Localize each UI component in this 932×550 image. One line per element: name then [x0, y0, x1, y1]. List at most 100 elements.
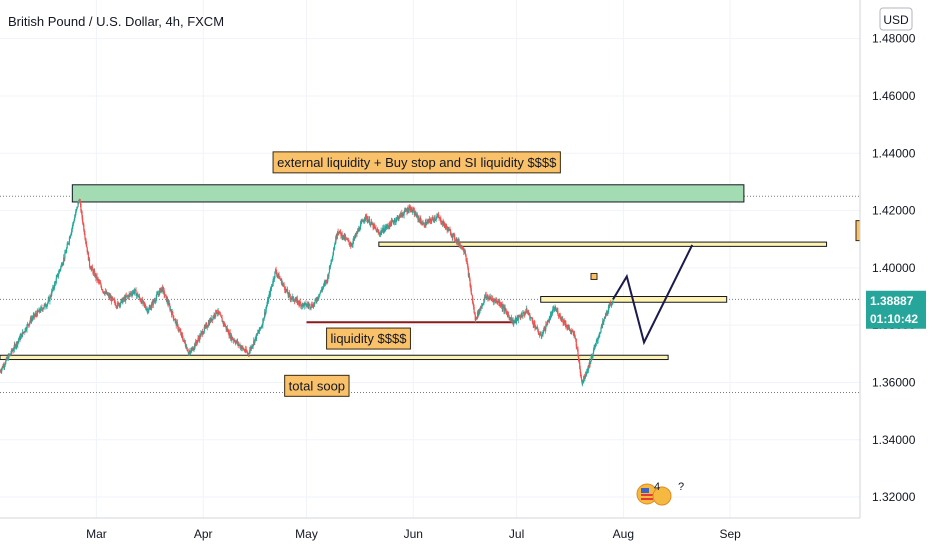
candle-body	[44, 303, 46, 307]
time-axis[interactable]	[0, 518, 860, 550]
currency-button[interactable]: USD	[879, 7, 913, 31]
candle-body	[505, 309, 507, 311]
candle-body	[221, 317, 223, 322]
candle-body	[195, 341, 197, 347]
candle-body	[398, 214, 401, 218]
candle-body	[175, 319, 177, 321]
candle-body	[28, 323, 30, 326]
candle-body	[20, 335, 22, 340]
candle-body	[58, 270, 60, 274]
candle-body	[27, 324, 29, 325]
candle-body	[592, 349, 595, 354]
candle-body	[122, 299, 124, 304]
candle-body	[138, 296, 141, 299]
candle-body	[160, 288, 162, 293]
candle-body	[270, 288, 272, 290]
candle-body	[497, 301, 499, 304]
candle-body	[311, 304, 313, 307]
candle-body	[59, 269, 61, 270]
candle-body	[432, 218, 434, 221]
candle-body	[0, 371, 2, 373]
candle-body	[8, 354, 10, 360]
candle-body	[597, 338, 599, 341]
candle-body	[293, 300, 295, 302]
candle-body	[479, 308, 481, 313]
candle-body	[534, 324, 536, 329]
annotation-label[interactable]: external liquidity + Buy stop and SI liq…	[272, 151, 561, 174]
candle-body	[369, 224, 371, 226]
lower-box[interactable]	[0, 354, 669, 361]
candle-body	[473, 306, 475, 313]
small-marker[interactable]	[590, 272, 598, 280]
candle-body	[218, 313, 220, 314]
y-tick-label: 1.36000	[872, 375, 916, 389]
candle-body	[480, 307, 482, 309]
candle-body	[318, 296, 320, 298]
candle-body	[417, 215, 419, 220]
candle-body	[529, 313, 531, 319]
candle-body	[261, 326, 263, 328]
coin-icon[interactable]	[652, 486, 672, 506]
price-axis[interactable]	[860, 0, 932, 518]
annotation-text: liquidity $$$$	[331, 331, 408, 346]
candle-body	[521, 314, 523, 317]
candle-body	[467, 268, 469, 277]
candle-body	[501, 304, 503, 309]
candle-body	[102, 289, 104, 292]
candle-body	[548, 319, 550, 323]
edge-marker[interactable]	[855, 220, 861, 242]
candle-body	[266, 300, 269, 305]
candle-body	[10, 349, 13, 354]
projection-path[interactable]	[612, 244, 694, 346]
candle-body	[526, 308, 528, 313]
candle-body	[408, 210, 410, 212]
candle-body	[73, 220, 75, 222]
candle-body	[322, 286, 324, 288]
x-tick-label: Jun	[404, 527, 423, 541]
candle-body	[405, 209, 407, 211]
buy-stop-line[interactable]	[378, 241, 828, 247]
candle-body	[582, 381, 584, 384]
candle-body	[300, 302, 302, 307]
candle-body	[432, 217, 434, 219]
candle-body	[472, 301, 474, 305]
candle-body	[565, 326, 568, 328]
candle-body	[69, 237, 71, 239]
y-tick-label: 1.34000	[872, 433, 916, 447]
candle-body	[60, 266, 62, 270]
candle-body	[436, 216, 438, 219]
candle-body	[278, 273, 280, 279]
events-indicator[interactable]: 4 ?	[636, 481, 684, 506]
candle-body	[332, 250, 335, 255]
candle-body	[464, 251, 466, 253]
candle-body	[254, 339, 256, 344]
candle-body	[577, 349, 579, 356]
candle-body	[505, 310, 507, 313]
candle-body	[3, 365, 6, 367]
external-liquidity-zone[interactable]	[71, 184, 745, 203]
candle-body	[509, 317, 511, 319]
chart-title: British Pound / U.S. Dollar, 4h, FXCM	[8, 14, 224, 29]
candle-body	[79, 201, 81, 205]
candle-body	[363, 219, 366, 221]
candle-body	[85, 240, 87, 245]
annotation-label[interactable]: liquidity $$$$	[326, 327, 411, 350]
candle-body	[499, 304, 502, 306]
candle-body	[260, 327, 262, 329]
candle-body	[220, 314, 222, 317]
candle-body	[519, 316, 521, 318]
candle-body	[377, 230, 379, 231]
candle-body	[169, 305, 171, 310]
candle-body	[344, 235, 346, 240]
candle-body	[334, 243, 336, 245]
candle-body	[295, 298, 297, 301]
x-tick-label: May	[295, 527, 318, 541]
candle-body	[89, 266, 91, 269]
candle-body	[429, 219, 432, 222]
candle-body	[594, 344, 596, 348]
candle-body	[440, 222, 443, 224]
annotation-label[interactable]: total soop	[284, 374, 350, 397]
x-tick-label: Aug	[613, 527, 634, 541]
